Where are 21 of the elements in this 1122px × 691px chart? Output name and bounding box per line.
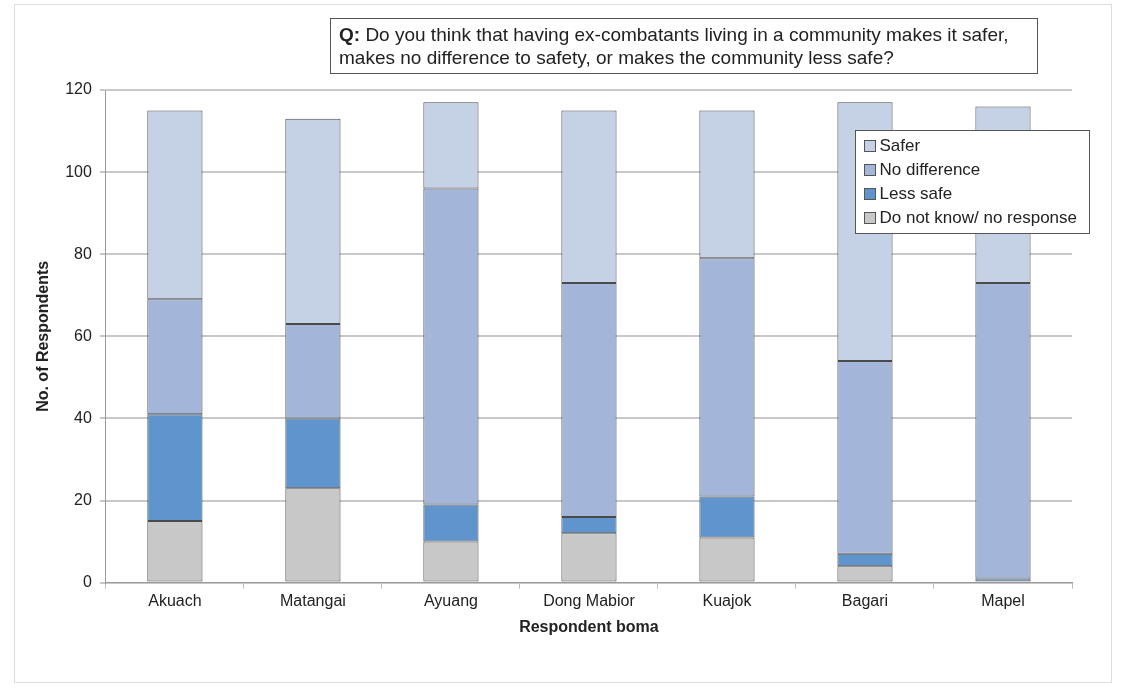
chart-title: Q: Do you think that having ex-combatants living in a community makes it safer, makes no difference to safety, or makes the community less safe? — [339, 24, 1009, 68]
y-tick-label: 60 — [74, 326, 92, 344]
y-tick-label: 0 — [82, 573, 92, 591]
y-axis-title: No. of Respondents — [34, 260, 52, 412]
x-tick-label: Bagari — [841, 591, 889, 609]
legend-label: No difference — [879, 159, 981, 181]
x-tick-label: Mapel — [981, 591, 1025, 609]
y-tick-label: 100 — [65, 162, 92, 180]
y-tick-label: 80 — [74, 244, 92, 262]
x-tick-label: Kuajok — [702, 591, 753, 609]
x-tick-label: Akuach — [148, 591, 202, 609]
x-axis-title: Respondent boma — [519, 617, 659, 635]
x-tick-label: Ayuang — [423, 591, 478, 609]
legend-label: Do not know/ no response — [879, 207, 1077, 229]
legend-label: Safer — [879, 135, 921, 157]
y-tick-label: 20 — [74, 490, 92, 508]
x-tick-label: Matangai — [280, 591, 346, 609]
y-tick-label: 120 — [65, 80, 92, 98]
y-tick-label: 40 — [74, 408, 92, 426]
x-tick-label: Dong Mabior — [543, 591, 636, 609]
legend-label: Less safe — [879, 183, 953, 205]
